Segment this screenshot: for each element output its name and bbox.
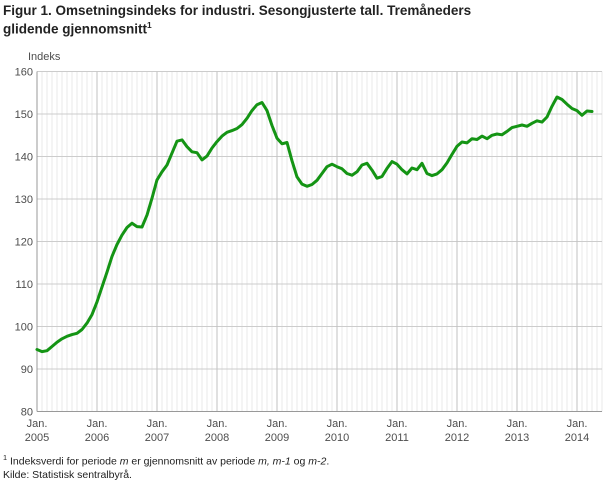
y-tick-labels: 80 90 100 110 120 130 140 150 160 bbox=[15, 67, 33, 419]
x-tick-label-year: 2006 bbox=[85, 432, 109, 444]
x-tick-label-year: 2013 bbox=[505, 432, 529, 444]
y-tick-label: 150 bbox=[15, 109, 33, 121]
x-tick-label-year: 2014 bbox=[565, 432, 589, 444]
figure-title-line2: glidende gjennomsnitt bbox=[3, 21, 147, 37]
x-tick-label-month: Jan. bbox=[447, 418, 468, 430]
y-axis-title: Indeks bbox=[28, 51, 61, 63]
y-tick-label: 100 bbox=[15, 322, 33, 334]
y-tick-label: 140 bbox=[15, 152, 33, 164]
x-tick-label-year: 2008 bbox=[205, 432, 229, 444]
x-tick-label-year: 2005 bbox=[25, 432, 49, 444]
series-line bbox=[35, 95, 594, 354]
x-tick-label-year: 2010 bbox=[325, 432, 349, 444]
x-tick-label-month: Jan. bbox=[147, 418, 168, 430]
chart-footer: 1 Indeksverdi for periode m er gjennomsn… bbox=[3, 453, 603, 483]
x-tick-label-month: Jan. bbox=[567, 418, 588, 430]
x-tick-label-year: 2011 bbox=[385, 432, 409, 444]
x-tick-labels: Jan. 2005 Jan. 2006 Jan. 2007 Jan. 2008 Jan. 2009… bbox=[25, 418, 589, 444]
x-tick-label-month: Jan. bbox=[27, 418, 48, 430]
figure-title-line1: Figur 1. Omsetningsindeks for industri. … bbox=[3, 3, 472, 18]
x-tick-label-month: Jan. bbox=[267, 418, 288, 430]
y-axis-title-group: Indeks bbox=[28, 51, 61, 63]
figure-title: Figur 1. Omsetningsindeks for industri. … bbox=[3, 2, 603, 38]
x-tick-label-month: Jan. bbox=[387, 418, 408, 430]
line-chart: 80 90 100 110 120 130 140 150 160 Jan. 2005 Jan. 200… bbox=[15, 51, 603, 444]
figure-title-footnote-marker: 1 bbox=[147, 19, 152, 30]
x-tick-label-year: 2009 bbox=[265, 432, 289, 444]
y-tick-label: 90 bbox=[21, 364, 33, 376]
x-tick-label-year: 2007 bbox=[145, 432, 169, 444]
y-tick-label: 160 bbox=[15, 67, 33, 79]
y-tick-label: 130 bbox=[15, 194, 33, 206]
footnote: 1 Indeksverdi for periode m er gjennomsn… bbox=[3, 453, 330, 468]
x-tick-label-month: Jan. bbox=[507, 418, 528, 430]
source-line: Kilde: Statistisk sentralbyrå. bbox=[3, 469, 132, 482]
y-tick-label: 110 bbox=[15, 279, 33, 291]
x-tick-label-month: Jan. bbox=[87, 418, 108, 430]
x-tick-label-month: Jan. bbox=[207, 418, 228, 430]
series-group bbox=[35, 95, 594, 354]
footnote-marker: 1 bbox=[3, 453, 8, 462]
x-tick-label-year: 2012 bbox=[445, 432, 469, 444]
y-tick-label: 80 bbox=[21, 407, 33, 419]
axes bbox=[36, 71, 602, 412]
y-tick-label: 120 bbox=[15, 237, 33, 249]
x-tick-label-month: Jan. bbox=[327, 418, 348, 430]
